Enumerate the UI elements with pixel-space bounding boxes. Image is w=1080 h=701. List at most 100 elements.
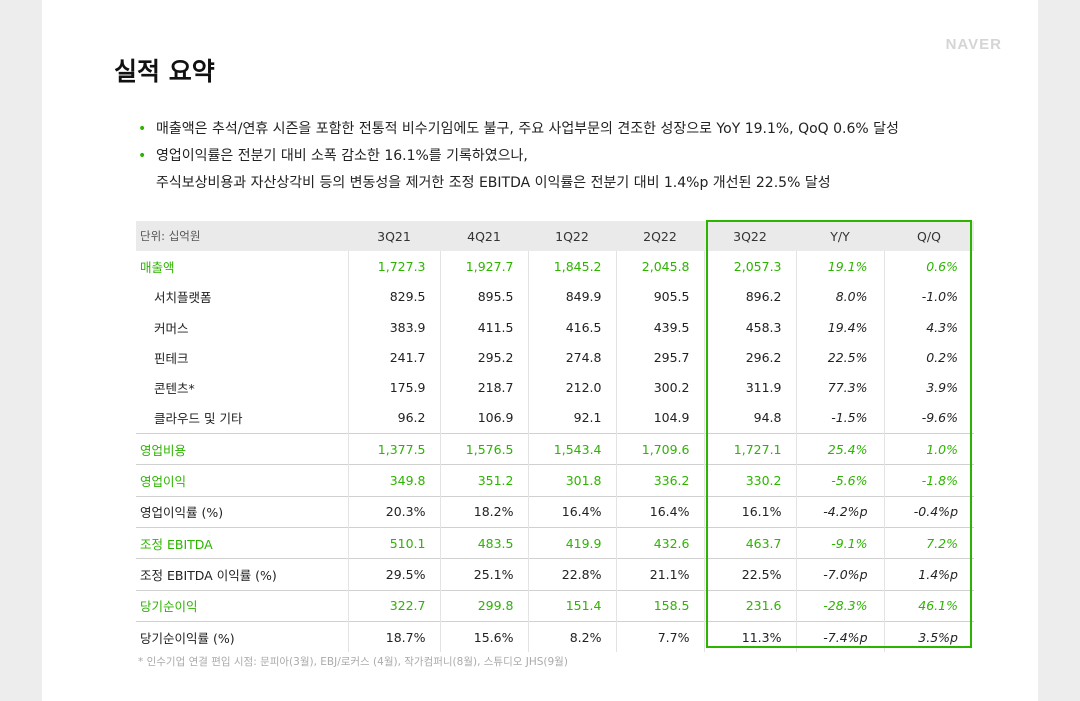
slide: NAVER 실적 요약 • 매출액은 추석/연휴 시즌을 포함한 전통적 비수기… (42, 0, 1038, 701)
change-cell: -28.3% (795, 589, 884, 622)
table-body: 매출액 1,727.3 1,927.7 1,845.2 2,045.8 2,057.3 19… (136, 251, 974, 653)
change-cell: 19.1% (795, 251, 884, 282)
value-cell: 351.2 (439, 464, 528, 497)
naver-logo: NAVER (945, 36, 1002, 53)
value-cell: 231.6 (703, 589, 796, 622)
value-cell: 106.9 (439, 402, 528, 434)
value-cell: 11.3% (703, 620, 796, 653)
change-cell: 22.5% (795, 342, 884, 373)
row-label: 조정 EBITDA (136, 526, 348, 559)
value-cell: 18.7% (347, 620, 440, 653)
value-cell: 1,727.3 (347, 251, 440, 282)
table-row: 당기순이익률 (%) 18.7% 15.6% 8.2% 7.7% 11.3% -7.4%p 3… (136, 620, 974, 653)
table-row: 클라우드 및 기타 96.2 106.9 92.1 104.9 94.8 -1.5% -9.6… (136, 402, 974, 434)
value-cell: 896.2 (703, 281, 796, 312)
row-label: 커머스 (154, 320, 189, 336)
value-cell: 241.7 (347, 342, 440, 373)
change-cell: 25.4% (795, 433, 884, 465)
financial-summary-table: 단위: 십억원 3Q21 4Q21 1Q22 2Q22 3Q22 Y/Y Q/Q… (136, 221, 974, 653)
bullet-text: 매출액은 추석/연휴 시즌을 포함한 전통적 비수기임에도 불구, 주요 사업부… (156, 121, 899, 137)
row-label: 클라우드 및 기타 (154, 411, 243, 427)
change-cell: 77.3% (795, 372, 884, 403)
value-cell: 416.5 (527, 311, 616, 343)
value-cell: 2,045.8 (615, 251, 704, 282)
footnote: * 인수기업 연결 편입 시점: 문피아(3월), EBJ/로커스 (4월), … (138, 656, 568, 668)
value-cell: 458.3 (703, 311, 796, 343)
change-cell: 0.6% (883, 251, 974, 282)
change-cell: 1.0% (883, 433, 974, 465)
value-cell: 829.5 (347, 281, 440, 312)
value-cell: 483.5 (439, 526, 528, 559)
table-row: 영업비용 1,377.5 1,576.5 1,543.4 1,709.6 1,727.1 2… (136, 433, 974, 465)
value-cell: 212.0 (527, 372, 616, 403)
change-cell: -0.4%p (883, 495, 974, 528)
change-cell: 7.2% (883, 526, 974, 559)
summary-bullets: • 매출액은 추석/연휴 시즌을 포함한 전통적 비수기임에도 불구, 주요 사… (138, 116, 1008, 197)
value-cell: 1,576.5 (439, 433, 528, 465)
bullet-item: • 영업이익률은 전분기 대비 소폭 감소한 16.1%를 기록하였으나, 주식… (138, 143, 1008, 197)
change-cell: -9.1% (795, 526, 884, 559)
value-cell: 330.2 (703, 464, 796, 497)
unit-label: 단위: 십억원 (136, 221, 348, 252)
change-cell: -9.6% (883, 402, 974, 434)
value-cell: 274.8 (527, 342, 616, 373)
value-cell: 25.1% (439, 558, 528, 591)
page-title: 실적 요약 (114, 57, 215, 86)
change-cell: -1.8% (883, 464, 974, 497)
value-cell: 439.5 (615, 311, 704, 343)
table-row: 콘텐츠* 175.9 218.7 212.0 300.2 311.9 77.3% 3.9% (136, 372, 974, 403)
value-cell: 463.7 (703, 526, 796, 559)
change-cell: -5.6% (795, 464, 884, 497)
value-cell: 322.7 (347, 589, 440, 622)
value-cell: 7.7% (615, 620, 704, 653)
value-cell: 349.8 (347, 464, 440, 497)
value-cell: 1,845.2 (527, 251, 616, 282)
value-cell: 1,543.4 (527, 433, 616, 465)
value-cell: 895.5 (439, 281, 528, 312)
value-cell: 22.8% (527, 558, 616, 591)
table-header-row: 단위: 십억원 3Q21 4Q21 1Q22 2Q22 3Q22 Y/Y Q/Q (136, 221, 974, 252)
value-cell: 18.2% (439, 495, 528, 528)
value-cell: 299.8 (439, 589, 528, 622)
change-cell: -1.5% (795, 402, 884, 434)
bullet-dot-icon: • (138, 121, 147, 137)
value-cell: 411.5 (439, 311, 528, 343)
row-label: 영업이익률 (%) (136, 495, 348, 528)
value-cell: 296.2 (703, 342, 796, 373)
table-row: 커머스 383.9 411.5 416.5 439.5 458.3 19.4% 4.3% (136, 311, 974, 343)
change-cell: 46.1% (883, 589, 974, 622)
change-cell: -4.2%p (795, 495, 884, 528)
value-cell: 22.5% (703, 558, 796, 591)
value-cell: 295.7 (615, 342, 704, 373)
value-cell: 8.2% (527, 620, 616, 653)
value-cell: 849.9 (527, 281, 616, 312)
row-label: 당기순이익률 (%) (136, 620, 348, 653)
value-cell: 1,709.6 (615, 433, 704, 465)
change-cell: 0.2% (883, 342, 974, 373)
value-cell: 20.3% (347, 495, 440, 528)
value-cell: 94.8 (703, 402, 796, 434)
column-header: 4Q21 (440, 221, 528, 252)
change-cell: 1.4%p (883, 558, 974, 591)
value-cell: 151.4 (527, 589, 616, 622)
table-row: 핀테크 241.7 295.2 274.8 295.7 296.2 22.5% 0.2% (136, 342, 974, 373)
value-cell: 383.9 (347, 311, 440, 343)
value-cell: 29.5% (347, 558, 440, 591)
change-cell: 3.5%p (883, 620, 974, 653)
row-label: 서치플랫폼 (154, 290, 212, 306)
value-cell: 1,727.1 (703, 433, 796, 465)
table-row: 조정 EBITDA 510.1 483.5 419.9 432.6 463.7 -9.1% 7… (136, 526, 974, 559)
column-header: 3Q22 (704, 221, 796, 252)
change-cell: -7.4%p (795, 620, 884, 653)
value-cell: 301.8 (527, 464, 616, 497)
value-cell: 510.1 (347, 526, 440, 559)
bullet-text: 영업이익률은 전분기 대비 소폭 감소한 16.1%를 기록하였으나, (156, 148, 528, 164)
table-row: 서치플랫폼 829.5 895.5 849.9 905.5 896.2 8.0% -1.0% (136, 281, 974, 312)
value-cell: 104.9 (615, 402, 704, 434)
value-cell: 432.6 (615, 526, 704, 559)
change-cell: 8.0% (795, 281, 884, 312)
table-row: 영업이익률 (%) 20.3% 18.2% 16.4% 16.4% 16.1% -4.2%p… (136, 495, 974, 528)
change-cell: 3.9% (883, 372, 974, 403)
row-label: 영업이익 (136, 464, 348, 497)
bullet-text: 주식보상비용과 자산상각비 등의 변동성을 제거한 조정 EBITDA 이익률은… (156, 175, 831, 191)
